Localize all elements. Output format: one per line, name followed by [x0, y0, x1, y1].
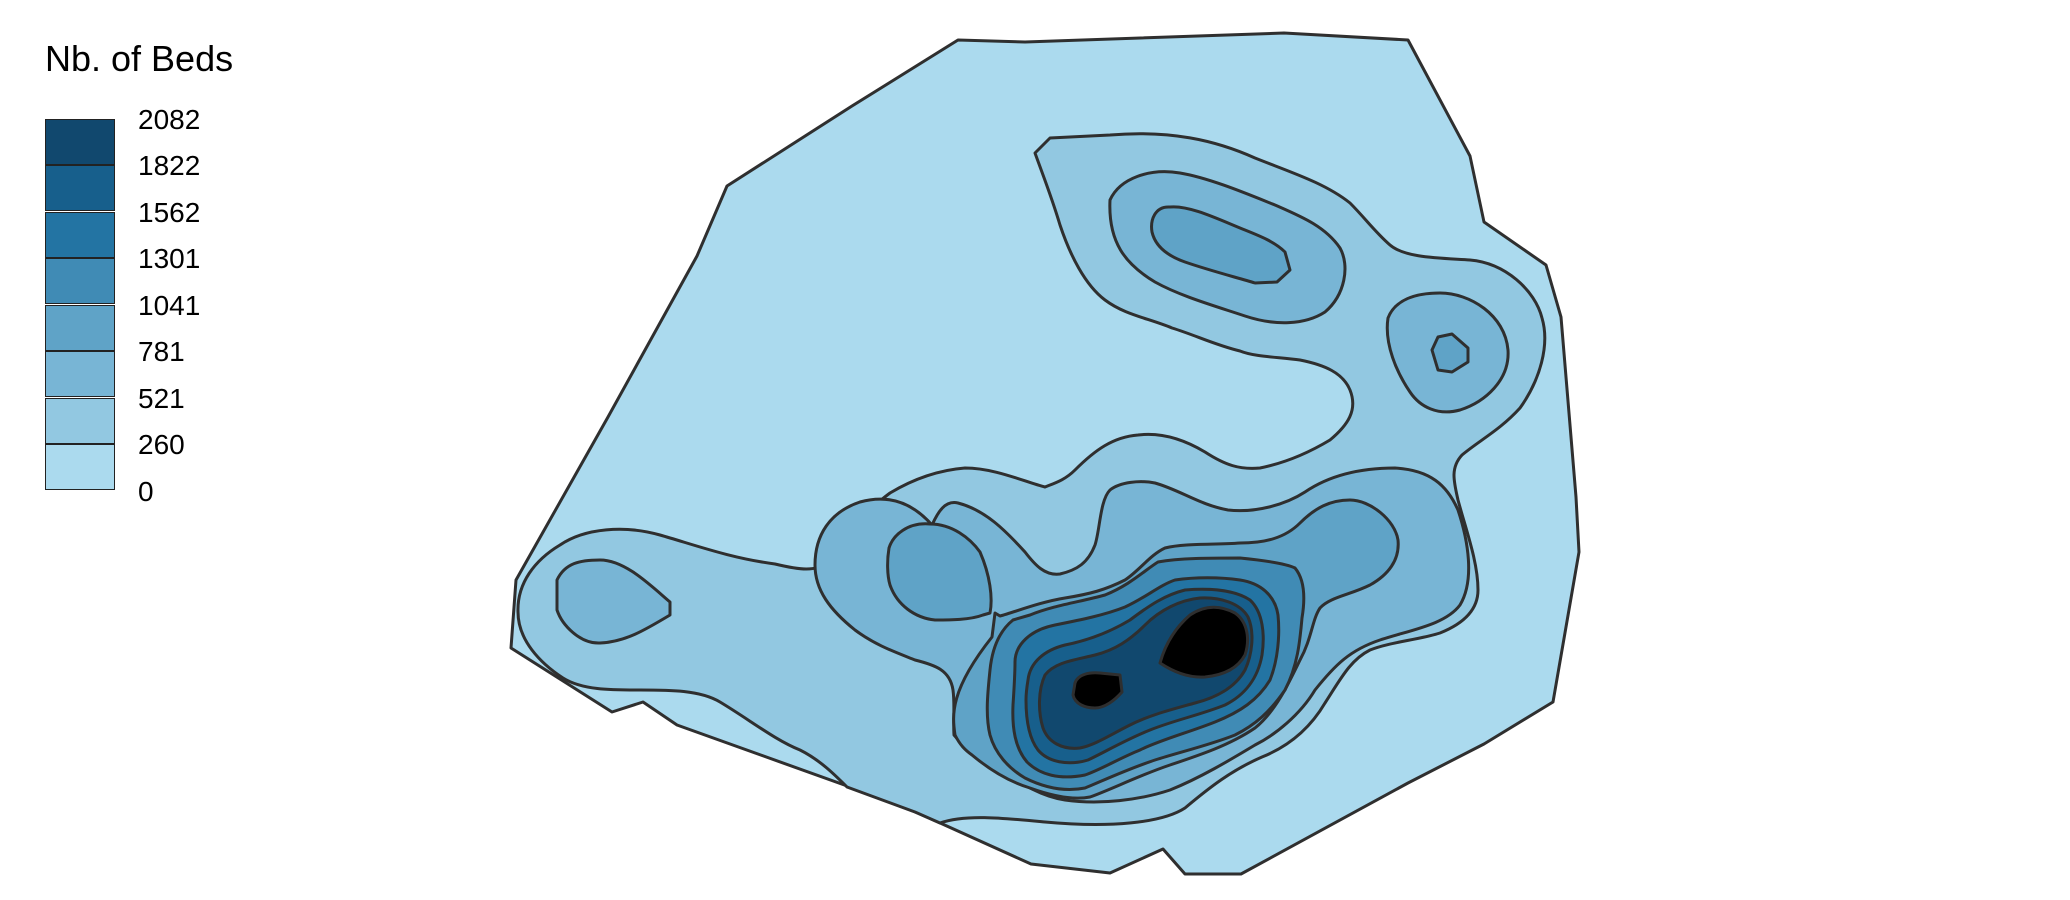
legend-tick-label: 1562 — [138, 197, 201, 228]
legend-tick-label: 1301 — [138, 243, 201, 274]
legend-tick-label: 0 — [138, 476, 154, 507]
legend: Nb. of Beds 2082 1822 1562 1301 1041 781… — [0, 0, 300, 520]
legend-tick-label: 1041 — [138, 290, 201, 321]
legend-swatch — [45, 444, 115, 490]
legend-swatch — [45, 165, 115, 211]
legend-tick-label: 1822 — [138, 150, 201, 181]
legend-swatch — [45, 398, 115, 444]
contour-band-8 — [1071, 605, 1249, 710]
legend-title: Nb. of Beds — [45, 38, 234, 79]
legend-tick-label: 2082 — [138, 104, 201, 135]
legend-swatch — [45, 258, 115, 304]
legend-swatch — [45, 212, 115, 258]
legend-swatch — [45, 305, 115, 351]
legend-swatch — [45, 119, 115, 165]
legend-tick-label: 781 — [138, 336, 185, 367]
legend-tick-label: 260 — [138, 429, 185, 460]
legend-swatch — [45, 351, 115, 397]
legend-tick-label: 521 — [138, 383, 185, 414]
